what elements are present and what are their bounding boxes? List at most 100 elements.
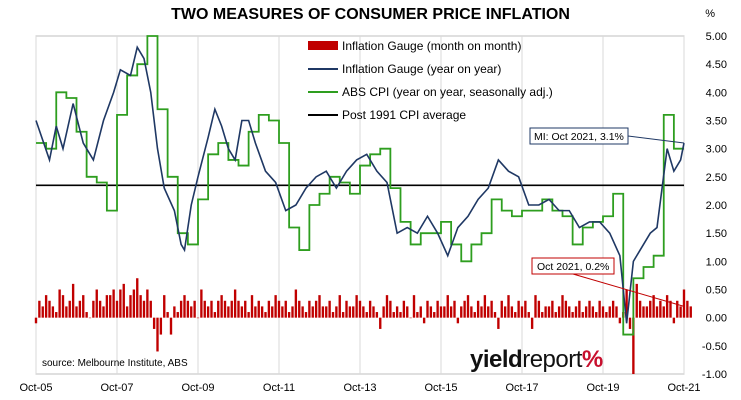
mom-bar xyxy=(264,312,267,318)
mom-bar xyxy=(503,306,507,318)
mom-bar xyxy=(119,289,122,318)
mom-bar xyxy=(571,312,574,318)
mom-bar xyxy=(368,300,372,318)
brand-logo: yieldreport% xyxy=(470,346,603,374)
mom-bar xyxy=(419,306,422,318)
mom-bar xyxy=(530,317,534,329)
mom-bar xyxy=(625,289,628,318)
y-tick-label: 1.50 xyxy=(706,228,727,240)
mom-bar xyxy=(142,300,146,318)
mom-bar xyxy=(257,300,260,318)
mom-bar xyxy=(524,300,527,318)
mom-bar xyxy=(311,306,314,318)
y-tick-label: 3.00 xyxy=(706,144,727,156)
x-tick-label: Oct-11 xyxy=(263,382,295,394)
brand-part-3: % xyxy=(581,346,603,373)
mom-bar xyxy=(341,312,345,318)
mom-bar xyxy=(301,306,304,318)
mom-bar xyxy=(287,312,291,318)
legend-label: ABS CPI (year on year, seasonally adj.) xyxy=(342,85,553,99)
mom-bar xyxy=(254,306,257,318)
mom-bar xyxy=(510,306,514,318)
mom-bar xyxy=(112,289,115,318)
mom-bar xyxy=(122,283,125,318)
mom-bar xyxy=(476,300,480,318)
mom-bar xyxy=(284,300,287,318)
mom-bar xyxy=(169,317,173,335)
mom-bar xyxy=(335,306,338,318)
mom-bar xyxy=(149,300,152,318)
mom-bar xyxy=(217,300,220,318)
mom-bar xyxy=(490,300,493,318)
mom-bar xyxy=(41,306,44,318)
mom-bar xyxy=(200,289,203,318)
mom-bar xyxy=(416,312,419,318)
mom-bar xyxy=(372,306,375,318)
mom-bar xyxy=(547,306,551,318)
y-tick-label: 2.50 xyxy=(706,172,727,184)
mom-bar xyxy=(429,306,433,318)
mom-bar xyxy=(652,295,655,318)
mom-bar xyxy=(426,300,429,318)
mom-bar xyxy=(544,306,547,318)
mom-bar xyxy=(348,306,352,318)
mom-bar xyxy=(568,306,571,318)
y-tick-label: 0.50 xyxy=(706,285,727,297)
mom-bar xyxy=(463,300,466,318)
mom-bar xyxy=(321,306,325,318)
mom-bar xyxy=(402,300,406,318)
mom-bar xyxy=(365,312,368,318)
legend-label: Post 1991 CPI average xyxy=(342,108,466,122)
x-tick-label: Oct-13 xyxy=(343,382,376,394)
mom-bar xyxy=(460,306,463,318)
source-note: source: Melbourne Institute, ABS xyxy=(42,358,188,369)
mom-bar xyxy=(274,295,277,318)
legend-swatch xyxy=(308,41,338,50)
mom-bar xyxy=(338,295,341,318)
annotation-text: MI: Oct 2021, 3.1% xyxy=(534,131,624,143)
mom-bar xyxy=(449,306,453,318)
mom-bar xyxy=(662,306,665,318)
mom-bar xyxy=(260,306,264,318)
mom-bar xyxy=(362,306,365,318)
mom-bar xyxy=(409,317,412,319)
mom-bar xyxy=(433,312,436,318)
mom-bar xyxy=(618,317,622,324)
mom-bar xyxy=(483,295,487,318)
x-tick-label: Oct-17 xyxy=(505,382,538,394)
mom-bar xyxy=(55,312,58,318)
mom-bar xyxy=(44,295,48,318)
mom-bar xyxy=(92,300,95,318)
x-tick-label: Oct-09 xyxy=(181,382,214,394)
mom-bar xyxy=(557,306,561,318)
mom-bar xyxy=(48,300,51,318)
mom-bar xyxy=(581,312,584,318)
mom-bar xyxy=(105,295,109,318)
mom-bar xyxy=(190,306,193,318)
y-unit-label: % xyxy=(705,8,715,20)
mom-bar xyxy=(493,312,497,318)
mom-bar xyxy=(139,295,142,318)
mom-bar xyxy=(325,306,328,318)
mom-bar xyxy=(132,289,136,318)
mom-bar xyxy=(406,306,409,318)
y-tick-label: -1.00 xyxy=(702,369,727,381)
annotation-leader xyxy=(627,135,685,144)
mom-bar xyxy=(470,306,473,318)
mom-bar xyxy=(638,300,642,318)
mom-bar xyxy=(551,300,554,318)
mom-bar xyxy=(554,312,557,318)
mom-bar xyxy=(632,317,635,374)
mom-bar xyxy=(156,317,159,352)
mom-bar xyxy=(51,306,55,318)
mom-bar xyxy=(659,300,662,318)
legend-label: Inflation Gauge (year on year) xyxy=(342,62,501,76)
mom-bar xyxy=(527,312,530,318)
mom-bar xyxy=(237,300,240,318)
mom-bar xyxy=(439,306,443,318)
mom-bar xyxy=(213,312,217,318)
y-tick-label: 1.00 xyxy=(706,256,727,268)
mom-bar xyxy=(473,312,476,318)
mom-bar xyxy=(456,317,460,324)
